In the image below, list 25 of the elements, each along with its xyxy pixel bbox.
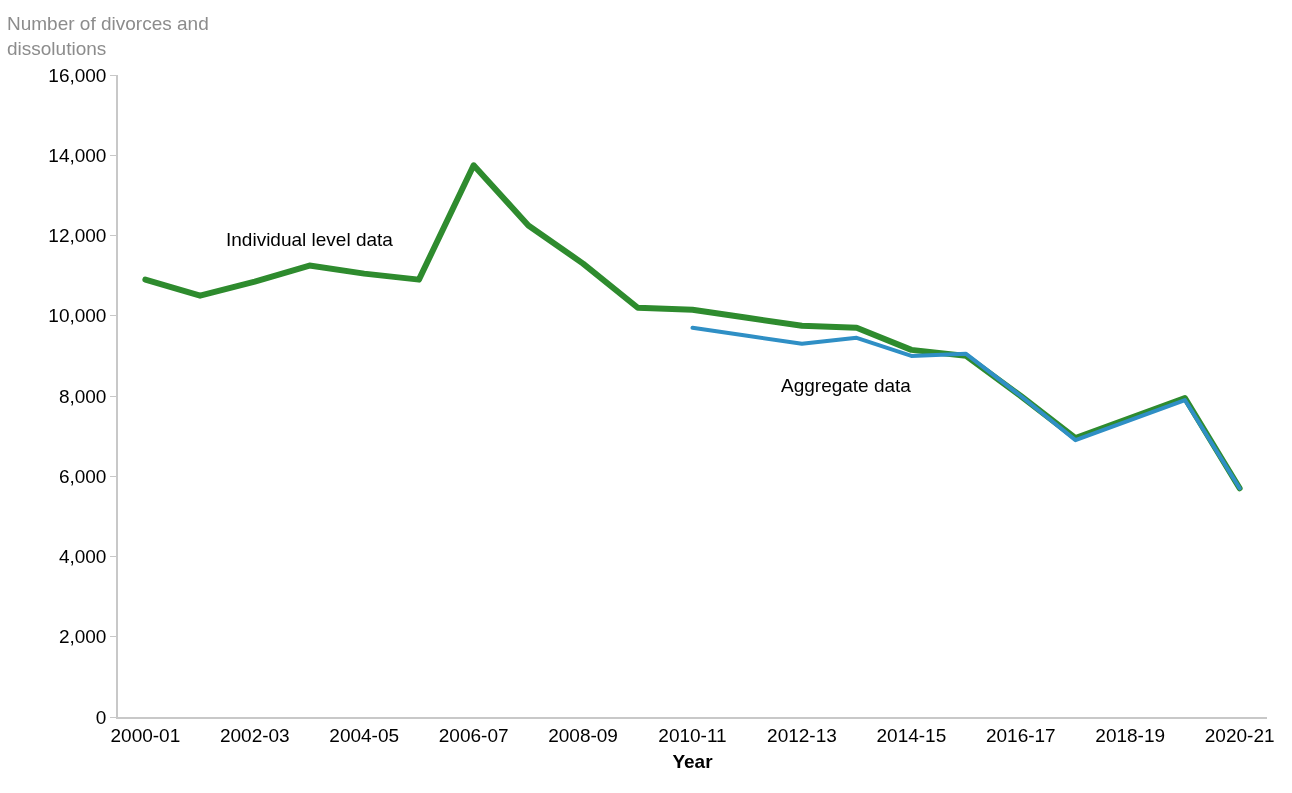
y-tick-label: 4,000 [58, 546, 107, 568]
y-tick-label: 12,000 [48, 225, 107, 247]
y-tick-label: 6,000 [58, 465, 107, 487]
x-tick-label: 2006-07 [438, 724, 509, 746]
x-tick-label: 2002-03 [219, 724, 290, 746]
x-tick-label: 2010-11 [658, 724, 727, 746]
x-tick-label: 2000-01 [110, 724, 181, 746]
y-tick-label: 2,000 [58, 626, 107, 648]
x-tick-label: 2016-17 [985, 724, 1056, 746]
series-label: Individual level data [226, 229, 394, 250]
x-axis-title: Year [672, 750, 714, 772]
x-tick-label: 2020-21 [1204, 724, 1275, 746]
x-tick-label: 2012-13 [767, 724, 837, 746]
y-tick-label: 0 [95, 706, 107, 728]
x-tick-label: 2018-19 [1095, 724, 1166, 746]
line-series [690, 325, 1242, 491]
y-tick-label: 8,000 [58, 385, 107, 407]
y-tick-label: 16,000 [48, 64, 107, 86]
series-label: Aggregate data [781, 375, 912, 396]
y-tick-label: 10,000 [48, 305, 107, 327]
x-tick-label: 2014-15 [876, 724, 947, 746]
x-tick-label: 2004-05 [329, 724, 400, 746]
x-tick-label: 2008-09 [548, 724, 618, 746]
y-tick-label: 14,000 [48, 144, 107, 166]
y-axis-title: Number of divorces and dissolutions [7, 13, 209, 59]
